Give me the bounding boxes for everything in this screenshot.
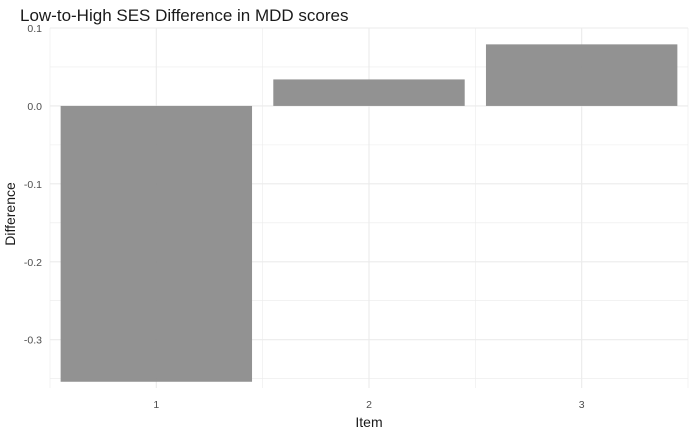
x-tick-label: 1	[153, 399, 159, 411]
y-tick-label: 0.1	[27, 23, 42, 35]
bar-item-3	[485, 44, 678, 106]
bar-item-2	[273, 79, 465, 106]
y-axis-title: Difference	[2, 182, 18, 246]
x-axis-title: Item	[355, 414, 382, 430]
y-tick-label: -0.1	[24, 179, 42, 191]
x-tick-labels: 1 2 3	[153, 399, 584, 411]
chart-title: Low-to-High SES Difference in MDD scores	[20, 6, 349, 25]
y-tick-label: -0.2	[24, 257, 42, 269]
y-tick-label: 0.0	[27, 101, 42, 113]
x-tick-label: 2	[366, 399, 372, 411]
bars	[60, 44, 678, 382]
bar-item-1	[60, 105, 253, 382]
x-tick-label: 3	[579, 399, 585, 411]
y-tick-labels: 0.1 0.0 -0.1 -0.2 -0.3	[24, 23, 42, 347]
y-tick-label: -0.3	[24, 335, 42, 347]
